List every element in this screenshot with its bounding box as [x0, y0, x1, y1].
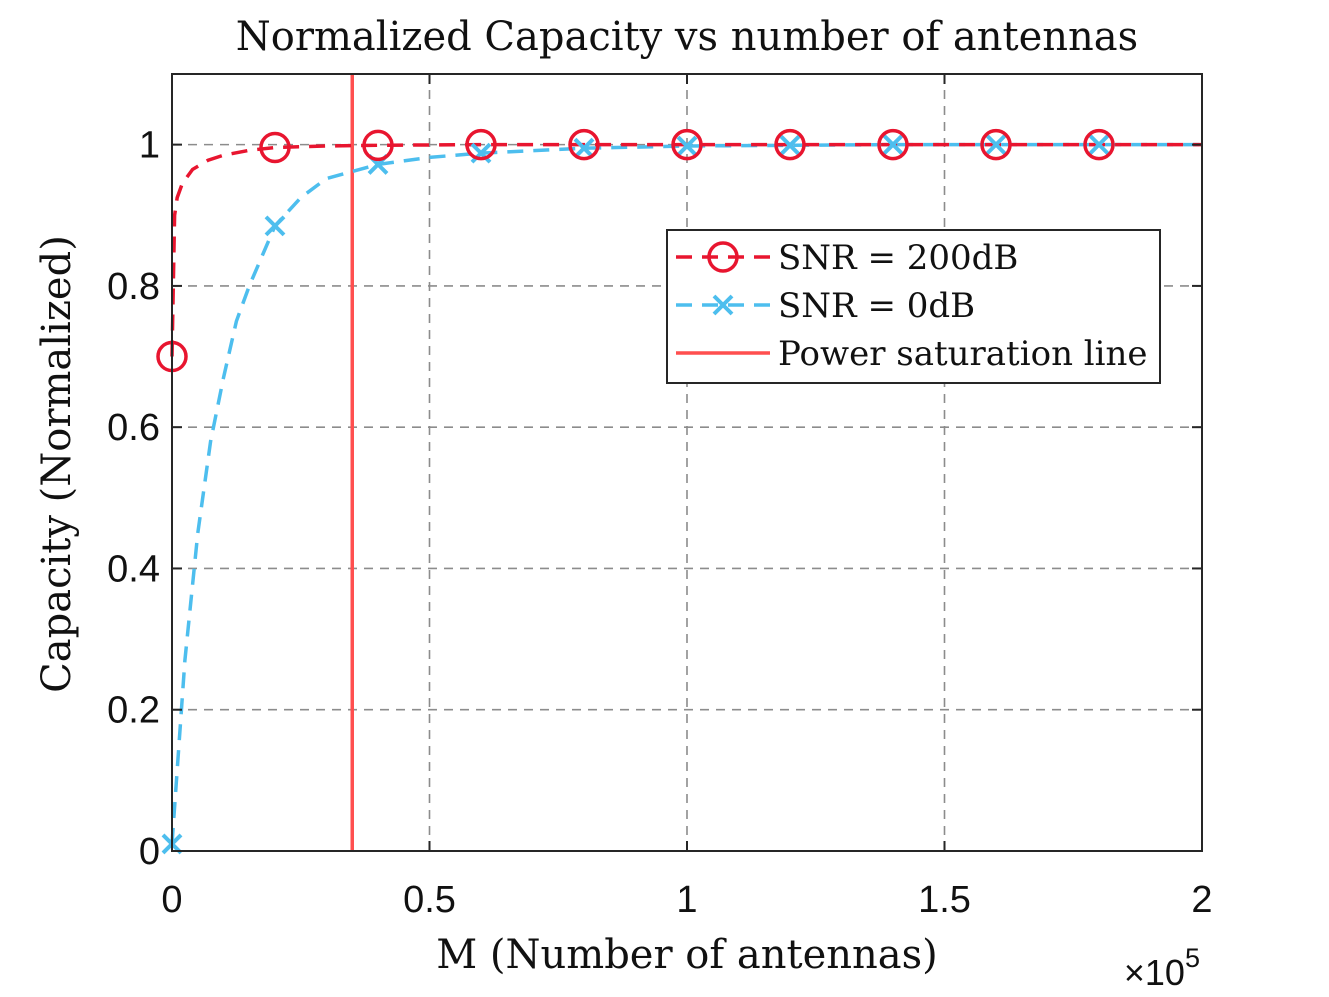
- legend-snr-0db-marker: [712, 294, 734, 316]
- y-axis-label: Capacity (Normalized): [34, 235, 80, 693]
- axis-ticks: [171, 74, 1203, 852]
- y-tick-label: 0.4: [107, 548, 160, 590]
- x-axis-label: M (Number of antennas): [436, 932, 938, 978]
- snr-200db-marker: [671, 128, 703, 161]
- grid-lines: [172, 74, 1202, 851]
- snr-0db-marker: [1088, 134, 1110, 156]
- x-tick-label: 0: [161, 879, 182, 921]
- y-tick-label: 0.2: [107, 690, 160, 732]
- legend-snr-200db-marker: [707, 241, 739, 273]
- x-tick-labels: 0 0.5 1 1.5 2: [161, 879, 1212, 921]
- x-exponent-prefix: ×10: [1124, 952, 1185, 993]
- y-tick-label: 0.6: [107, 407, 160, 449]
- snr-200db-marker: [980, 128, 1012, 161]
- x-exponent-power: 5: [1185, 943, 1200, 973]
- chart-title: Normalized Capacity vs number of antenna…: [236, 14, 1138, 60]
- snr-200db-marker: [568, 128, 600, 161]
- y-tick-labels: 0 0.2 0.4 0.6 0.8 1: [107, 125, 160, 873]
- snr-0db-marker: [985, 134, 1007, 156]
- snr-200db-marker: [774, 128, 806, 161]
- snr-200db-marker: [259, 131, 291, 164]
- snr-0db-marker: [264, 215, 286, 237]
- snr-200db-marker: [877, 128, 909, 161]
- y-tick-label: 0.8: [107, 266, 160, 308]
- x-axis-exponent: ×105: [1124, 943, 1200, 993]
- x-tick-label: 1: [676, 879, 697, 921]
- legend-label: Power saturation line: [778, 334, 1148, 374]
- legend-box: [666, 229, 1161, 384]
- snr-200db-marker: [362, 129, 394, 162]
- legend-label: SNR = 200dB: [778, 238, 1018, 278]
- snr-200db-marker: [465, 128, 497, 161]
- snr-0db-marker: [676, 135, 698, 157]
- y-tick-label: 0: [139, 831, 160, 873]
- y-tick-label: 1: [139, 125, 160, 167]
- x-tick-label: 2: [1191, 879, 1212, 921]
- snr-0db-marker: [573, 137, 595, 159]
- snr-0db-marker: [779, 134, 801, 156]
- x-tick-label: 1.5: [918, 879, 971, 921]
- legend: SNR = 200dB SNR = 0dB Power saturation lin…: [666, 229, 1161, 384]
- snr-0db-line: [170, 142, 1202, 845]
- legend-label: SNR = 0dB: [778, 286, 975, 326]
- series-markers: [156, 128, 1115, 855]
- snr-200db-marker: [1083, 128, 1115, 161]
- snr-0db-marker: [882, 134, 904, 156]
- x-tick-label: 0.5: [403, 879, 456, 921]
